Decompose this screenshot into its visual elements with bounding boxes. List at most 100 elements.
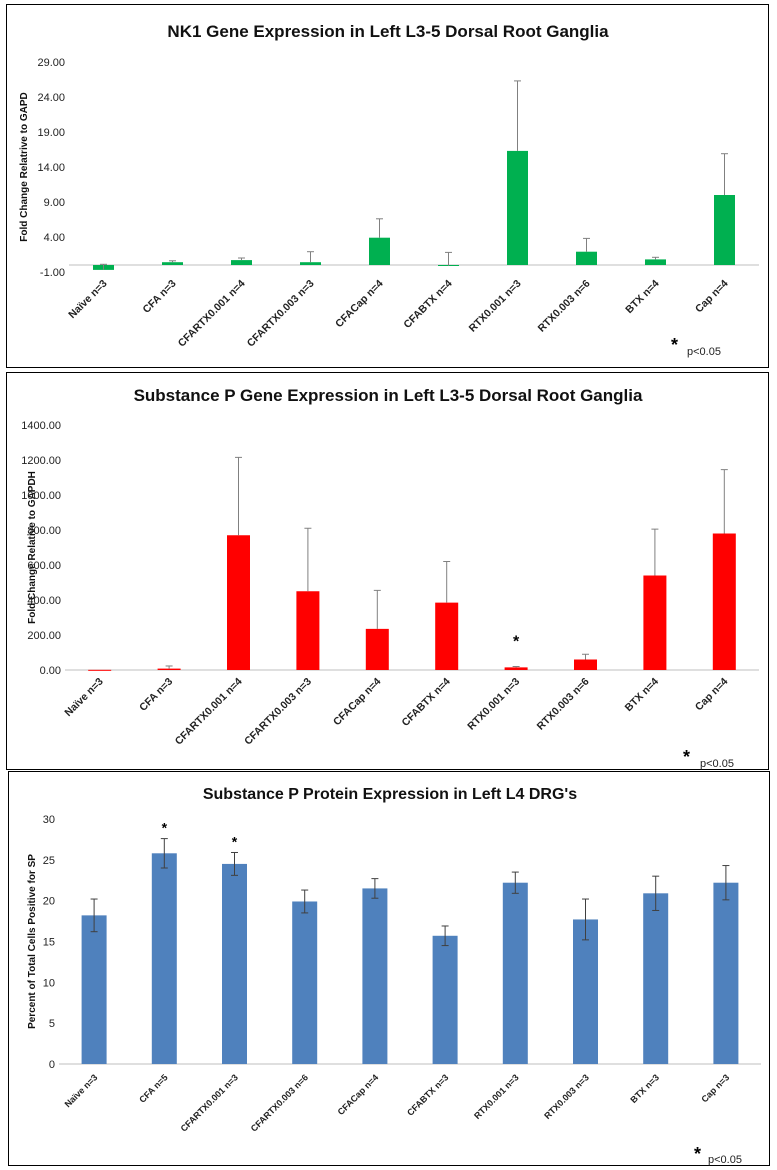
substance-p-protein-expression-chart: Substance P Protein Expression in Left L… <box>8 771 770 1166</box>
category-label: CFACap n=4 <box>331 676 384 729</box>
y-axis-label: Fold Change Relative to GAPDH <box>27 471 38 624</box>
category-label: CFABTX n=4 <box>400 676 453 729</box>
bar <box>645 259 666 265</box>
category-label: CFARTX0.001 n=3 <box>179 1072 240 1133</box>
y-tick-label: 19.00 <box>37 127 65 139</box>
category-label: RTX0.001 n=3 <box>465 676 522 733</box>
bar <box>222 863 247 1064</box>
category-label: CFARTX0.001 n=4 <box>173 676 245 748</box>
bar <box>151 853 177 1064</box>
legend-star: * <box>694 1144 701 1164</box>
y-axis-label: Percent of Total Cells Positive for SP <box>27 854 38 1029</box>
category-label: CFA n=3 <box>137 676 175 714</box>
bar <box>432 935 458 1064</box>
y-tick-label: 25 <box>43 855 55 867</box>
category-label: CFABTX n=3 <box>405 1072 450 1117</box>
y-tick-label: 200.00 <box>27 630 61 642</box>
bar <box>507 150 528 265</box>
y-tick-label: 9.00 <box>44 197 65 209</box>
y-tick-label: 400.00 <box>27 595 61 607</box>
substance-p-gene-expression-chart: Substance P Gene Expression in Left L3-5… <box>6 372 769 770</box>
category-label: CFA n=5 <box>137 1072 169 1104</box>
bar <box>576 251 597 265</box>
y-tick-label: 1000.00 <box>21 490 61 502</box>
chart-title: Substance P Gene Expression in Left L3-5… <box>134 386 643 405</box>
category-label: CFARTX0.003 n=6 <box>249 1072 310 1133</box>
chart-title: Substance P Protein Expression in Left L… <box>203 786 577 803</box>
significance-note: p<0.05 <box>708 1154 742 1166</box>
bar <box>296 591 320 670</box>
category-label: CFABTX n=4 <box>401 278 454 331</box>
substance-p-gene-chart-svg: Substance P Gene Expression in Left L3-5… <box>21 386 759 770</box>
category-label: Naïve n=3 <box>63 1072 100 1109</box>
y-tick-label: 0 <box>49 1059 55 1071</box>
y-tick-label: 600.00 <box>27 560 61 572</box>
category-label: RTX0.003 n=3 <box>542 1072 591 1121</box>
nk1-chart-svg: NK1 Gene Expression in Left L3-5 Dorsal … <box>19 22 759 358</box>
y-tick-label: 0.00 <box>40 665 61 677</box>
bar <box>574 659 597 670</box>
y-tick-label: 1200.00 <box>21 455 61 467</box>
significance-note: p<0.05 <box>687 346 721 358</box>
bar <box>362 888 388 1064</box>
y-tick-label: 10 <box>43 977 55 989</box>
y-tick-label: 29.00 <box>37 57 65 69</box>
category-label: BTX n=4 <box>623 676 662 715</box>
bar <box>435 602 459 670</box>
significance-note: p<0.05 <box>700 758 734 770</box>
bar <box>162 262 183 265</box>
bar <box>300 262 321 265</box>
y-tick-label: 4.00 <box>44 232 65 244</box>
bar <box>81 915 107 1064</box>
bar <box>713 882 739 1064</box>
category-label: Cap n=4 <box>693 676 731 714</box>
legend-star: * <box>683 747 690 767</box>
category-label: CFARTX0.001 n=4 <box>176 278 248 350</box>
bar <box>157 668 181 670</box>
category-label: CFARTX0.003 n=3 <box>242 676 314 748</box>
y-tick-label: 5 <box>49 1018 55 1030</box>
chart-title: NK1 Gene Expression in Left L3-5 Dorsal … <box>167 22 609 41</box>
y-tick-label: 20 <box>43 896 55 908</box>
y-tick-label: 15 <box>43 937 55 949</box>
category-label: CFACap n=4 <box>333 278 386 331</box>
category-label: Naïve n=3 <box>66 278 109 321</box>
bar <box>231 260 252 265</box>
y-tick-label: 1400.00 <box>21 420 61 432</box>
y-tick-label: 24.00 <box>37 92 65 104</box>
bar <box>88 669 112 671</box>
substance-p-protein-chart-svg: Substance P Protein Expression in Left L… <box>27 786 761 1166</box>
bar <box>643 893 669 1064</box>
category-label: CFARTX0.003 n=3 <box>245 278 317 350</box>
significance-star: * <box>162 820 168 836</box>
category-label: BTX n=3 <box>628 1072 661 1105</box>
bar <box>712 533 736 670</box>
bar <box>369 237 390 265</box>
nk1-gene-expression-chart: NK1 Gene Expression in Left L3-5 Dorsal … <box>6 4 769 368</box>
bar <box>573 919 598 1064</box>
significance-star: * <box>513 634 520 651</box>
y-tick-label: 14.00 <box>37 162 65 174</box>
bar <box>714 195 735 265</box>
category-label: Cap n=3 <box>699 1072 731 1104</box>
bar <box>502 882 528 1064</box>
y-tick-label: 30 <box>43 814 55 826</box>
category-label: RTX0.003 n=6 <box>535 676 592 733</box>
category-label: RTX0.001 n=3 <box>472 1072 521 1121</box>
bar <box>643 575 667 670</box>
category-label: RTX0.003 n=6 <box>536 278 593 335</box>
bar <box>227 535 250 670</box>
bar <box>504 667 528 670</box>
category-label: BTX n=4 <box>623 278 662 317</box>
category-label: CFA n=3 <box>140 278 178 316</box>
category-label: CFACap n=4 <box>336 1072 381 1117</box>
y-axis-label: Fold Change Relatrive to GAPD <box>19 92 30 241</box>
legend-star: * <box>671 335 678 355</box>
bar <box>365 628 389 670</box>
significance-star: * <box>232 833 238 849</box>
category-label: Cap n=4 <box>693 278 731 316</box>
y-tick-label: 800.00 <box>27 525 61 537</box>
bar <box>292 901 318 1064</box>
category-label: Naïve n=3 <box>62 676 105 719</box>
y-tick-label: -1.00 <box>40 267 65 279</box>
